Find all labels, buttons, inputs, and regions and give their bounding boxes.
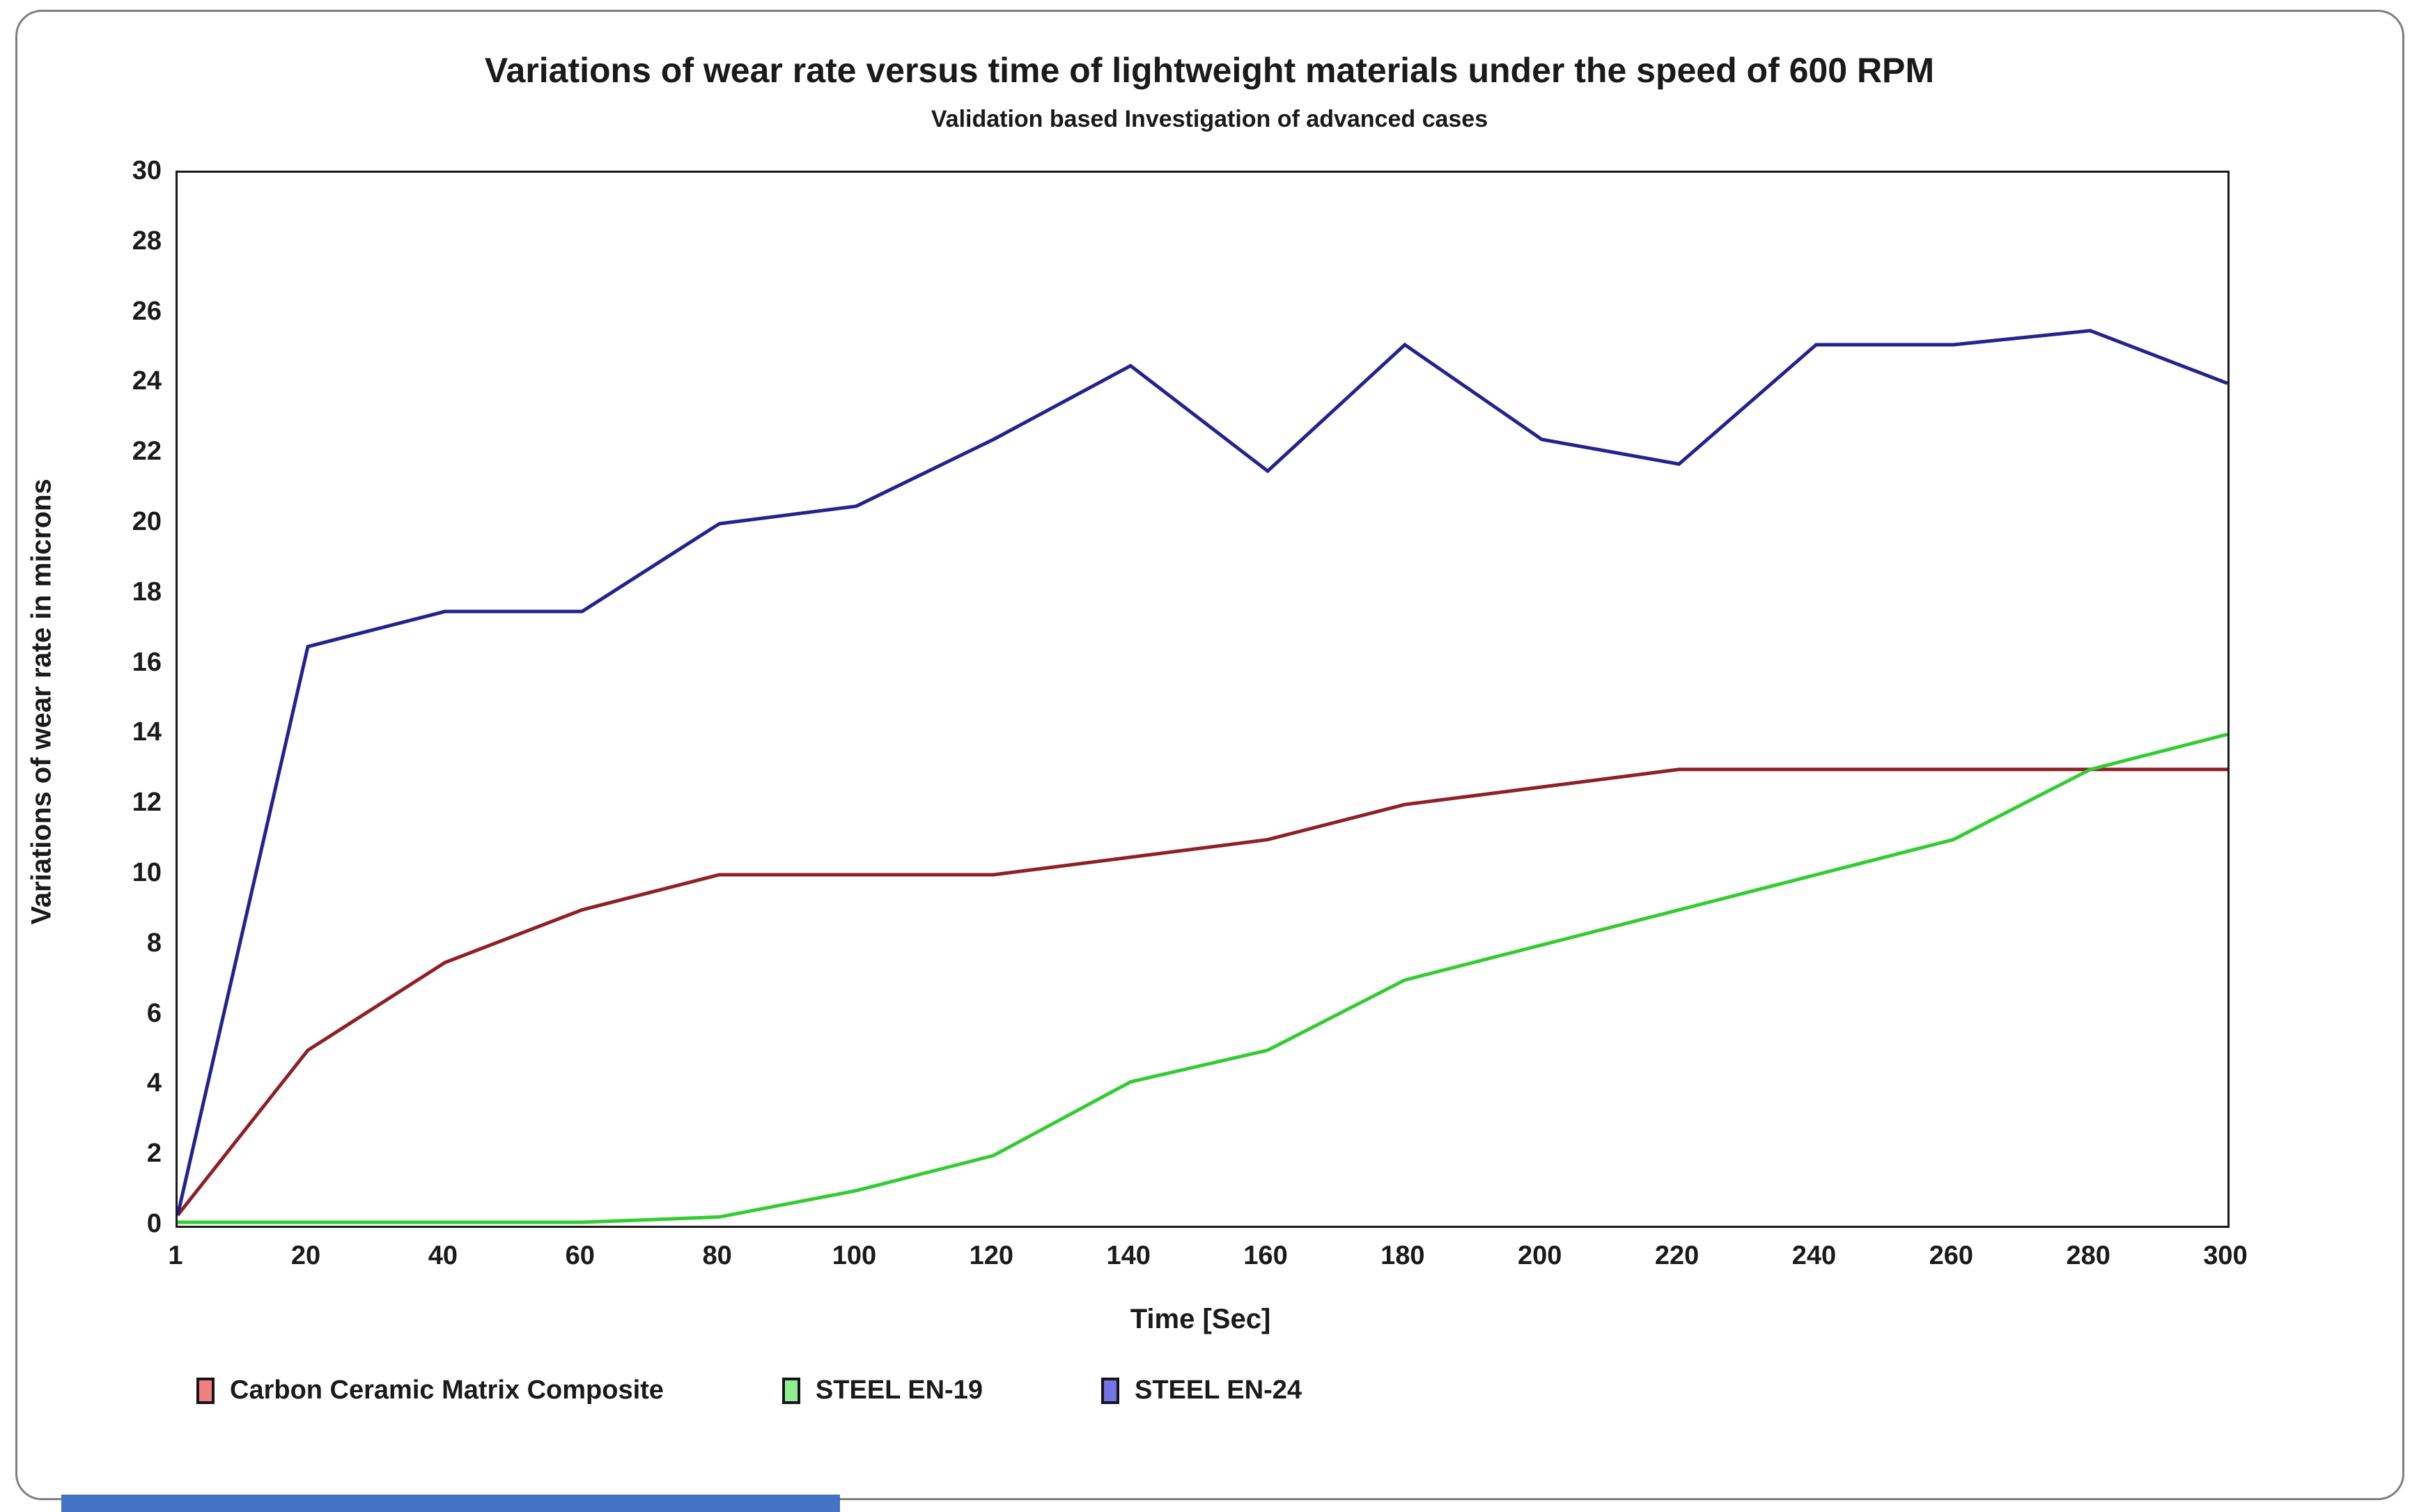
legend-swatch-icon: [196, 1377, 215, 1404]
y-tick-label: 24: [132, 366, 162, 396]
x-tick-label: 180: [1380, 1241, 1425, 1270]
legend-swatch-icon: [1100, 1377, 1119, 1404]
x-tick-label: 140: [1106, 1241, 1151, 1270]
x-tick-label: 120: [969, 1241, 1013, 1270]
y-tick-label: 26: [132, 296, 162, 326]
plot-svg: [178, 329, 2227, 1224]
plot-area: [176, 171, 2230, 1228]
y-tick-label: 4: [146, 1068, 162, 1098]
y-tick-label: 22: [132, 437, 162, 467]
y-tick-label: 10: [132, 858, 162, 887]
x-tick-label: 20: [290, 1241, 321, 1270]
legend-swatch-icon: [781, 1377, 800, 1404]
x-tick-label: 160: [1243, 1241, 1288, 1270]
series-line: [178, 732, 2227, 1224]
legend-label: Carbon Ceramic Matrix Composite: [230, 1375, 664, 1405]
legend: Carbon Ceramic Matrix Composite STEEL EN-…: [196, 1375, 1302, 1405]
y-tick-label: 14: [132, 717, 162, 747]
y-tick-label: 8: [146, 928, 162, 958]
y-tick-label: 28: [132, 226, 162, 256]
y-tick-label: 12: [132, 788, 162, 818]
legend-item: STEEL EN-19: [781, 1375, 983, 1405]
legend-label: STEEL EN-24: [1134, 1375, 1302, 1405]
x-tick-label: 300: [2203, 1241, 2248, 1270]
y-tick-label: 0: [146, 1209, 162, 1238]
x-axis-title: Time [Sec]: [1130, 1304, 1271, 1334]
y-tick-label: 18: [132, 577, 162, 607]
series-line: [178, 767, 2227, 1217]
x-tick-label: 240: [1791, 1241, 1837, 1270]
y-tick-label: 30: [132, 156, 162, 185]
series-line: [178, 329, 2227, 1216]
y-tick-label: 16: [132, 647, 162, 677]
x-tick-label: 200: [1518, 1241, 1562, 1270]
x-tick-label: 80: [702, 1241, 732, 1270]
legend-item: Carbon Ceramic Matrix Composite: [196, 1375, 664, 1405]
x-tick-label: 60: [565, 1241, 595, 1270]
x-tick-label: 40: [428, 1241, 458, 1270]
x-tick-label: 280: [2066, 1241, 2110, 1270]
y-axis-title: Variations of wear rate in microns: [26, 478, 57, 925]
bottom-blue-strip: [61, 1495, 840, 1512]
x-tick-label: 1: [168, 1241, 183, 1270]
chart-subtitle: Validation based Investigation of advanc…: [931, 106, 1488, 132]
y-tick-label: 6: [146, 998, 162, 1028]
legend-label: STEEL EN-19: [815, 1375, 983, 1405]
chart-title: Variations of wear rate versus time of l…: [484, 51, 1935, 90]
legend-item: STEEL EN-24: [1100, 1375, 1302, 1405]
x-tick-label: 220: [1654, 1241, 1699, 1270]
y-tick-label: 2: [146, 1139, 162, 1169]
y-tick-label: 20: [132, 507, 162, 536]
x-tick-label: 260: [1929, 1241, 1973, 1270]
x-tick-label: 100: [832, 1241, 877, 1270]
